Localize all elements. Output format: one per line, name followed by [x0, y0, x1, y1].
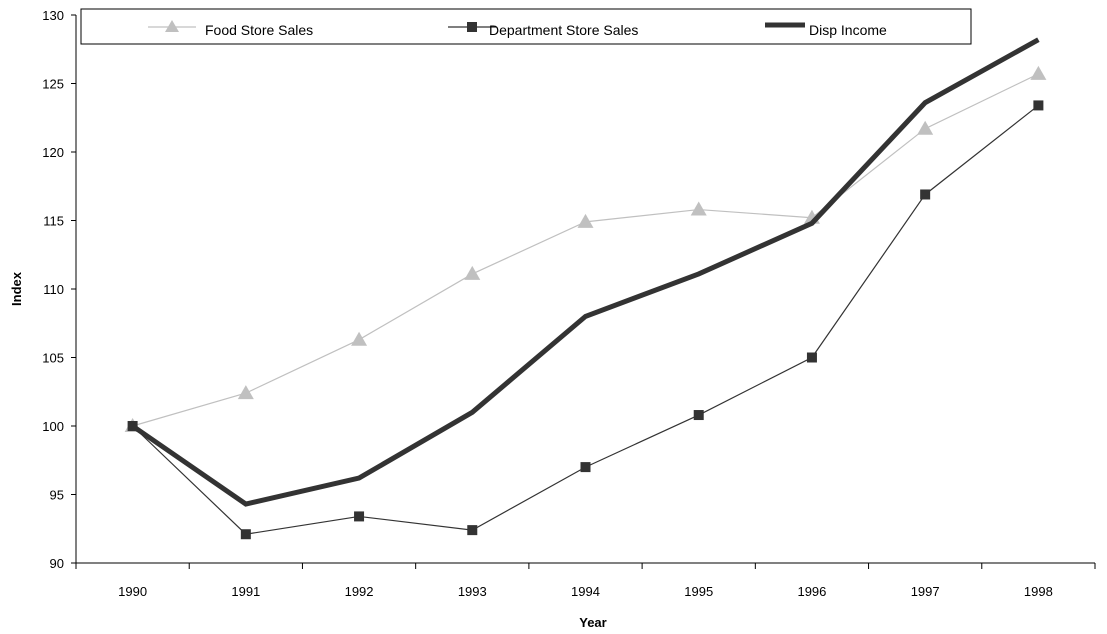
- x-axis-title: Year: [579, 615, 606, 630]
- data-point-triangle: [1030, 65, 1047, 80]
- legend-label: Disp Income: [809, 22, 887, 38]
- data-point-square: [806, 352, 817, 363]
- x-tick-label: 1993: [458, 584, 487, 599]
- data-point-triangle: [690, 201, 707, 216]
- series-disp-income: [131, 37, 1040, 507]
- legend-items: Food Store Sales Department Store Sales Di…: [148, 20, 887, 38]
- data-point-square: [467, 525, 478, 536]
- legend-label: Food Store Sales: [205, 22, 313, 38]
- data-point-triangle: [917, 120, 934, 135]
- y-ticks: 90 95 100 105 110 115 120 125 130: [42, 8, 76, 571]
- data-point-square: [240, 529, 251, 540]
- x-tick-label: 1994: [571, 584, 600, 599]
- data-point-square: [1033, 100, 1044, 111]
- y-tick-label: 105: [42, 351, 64, 366]
- y-tick-label: 120: [42, 145, 64, 160]
- x-tick-label: 1997: [911, 584, 940, 599]
- legend: Food Store Sales Department Store Sales Di…: [80, 8, 972, 45]
- x-tick-label: 1996: [797, 584, 826, 599]
- y-tick-label: 115: [43, 214, 64, 229]
- data-point-square: [693, 410, 704, 421]
- legend-entry: Department Store Sales: [448, 22, 638, 38]
- data-point-triangle: [464, 265, 481, 280]
- y-tick-label: 130: [42, 8, 64, 23]
- data-point-triangle: [237, 385, 254, 400]
- x-tick-label: 1991: [231, 584, 260, 599]
- axes: [75, 15, 1095, 564]
- y-tick-label: 110: [43, 282, 64, 297]
- legend-box: [80, 8, 972, 45]
- x-tick-label: 1990: [118, 584, 147, 599]
- x-tick-label: 1998: [1024, 584, 1053, 599]
- x-ticks: 1990 1991 1992 1993 1994 1995 1996 1997 1998: [75, 563, 1096, 599]
- series-line: [131, 37, 1040, 507]
- legend-swatch-triangle: [165, 20, 179, 32]
- series-department-store-sales: [127, 100, 1044, 540]
- data-point-square: [580, 462, 591, 473]
- x-tick-label: 1992: [345, 584, 374, 599]
- y-axis-title: Index: [9, 271, 24, 306]
- x-tick-label: 1995: [684, 584, 713, 599]
- data-point-square: [920, 189, 931, 200]
- legend-swatch-square: [467, 22, 477, 32]
- y-tick-label: 100: [42, 419, 64, 434]
- data-point-triangle: [351, 331, 368, 346]
- y-tick-label: 95: [50, 488, 64, 503]
- legend-entry: Food Store Sales: [148, 20, 313, 38]
- data-point-triangle: [577, 213, 594, 228]
- series-layer: [124, 37, 1047, 540]
- y-tick-label: 125: [42, 77, 64, 92]
- data-point-square: [354, 511, 365, 522]
- y-tick-label: 90: [50, 556, 64, 571]
- legend-label: Department Store Sales: [489, 22, 638, 38]
- legend-entry: Disp Income: [765, 22, 887, 38]
